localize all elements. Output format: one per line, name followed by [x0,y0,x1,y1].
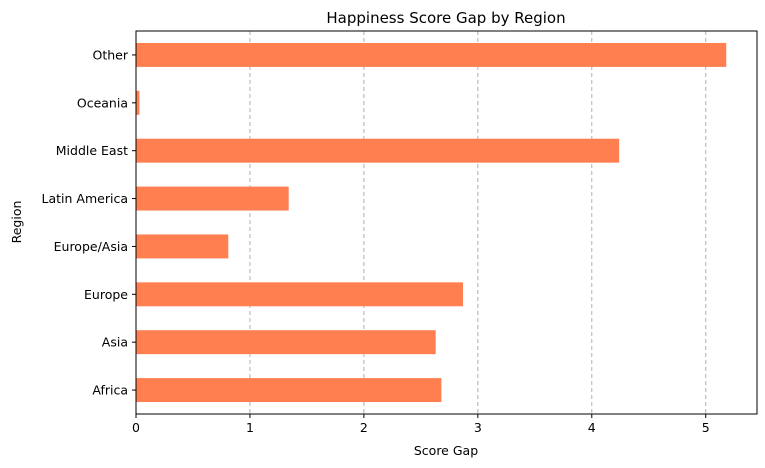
x-gridlines [249,31,707,414]
x-tick-label: 3 [474,420,482,435]
bar [136,282,464,307]
y-axis-ticks: Africa Asia Europe Europe/Asia Latin America… [42,47,136,398]
bar [136,330,436,355]
chart-title: Happiness Score Gap by Region [326,9,565,27]
x-tick-label: 4 [588,420,596,435]
y-tick-label: Other [93,47,129,62]
x-tick-label: 2 [360,420,368,435]
x-tick-label: 0 [132,420,140,435]
y-tick-label: Middle East [56,143,128,158]
y-tick-label: Europe/Asia [54,239,128,254]
y-tick-label: Europe [84,287,128,302]
x-tick-label: 5 [702,420,710,435]
y-tick-label: Latin America [42,191,128,206]
plot-frame [135,30,758,415]
x-tick-label: 1 [246,420,254,435]
bar [136,186,289,211]
bar [136,138,620,163]
bar [136,234,229,259]
bar [136,42,727,67]
x-axis-title: Score Gap [414,443,478,458]
bars [136,42,727,403]
y-axis-title: Region [9,201,24,244]
bar [136,378,442,403]
y-tick-label: Asia [102,335,128,350]
x-axis-ticks: 0 1 2 3 4 5 [132,414,710,435]
y-tick-label: Oceania [77,95,128,110]
bar [136,90,140,115]
y-tick-label: Africa [92,383,128,398]
